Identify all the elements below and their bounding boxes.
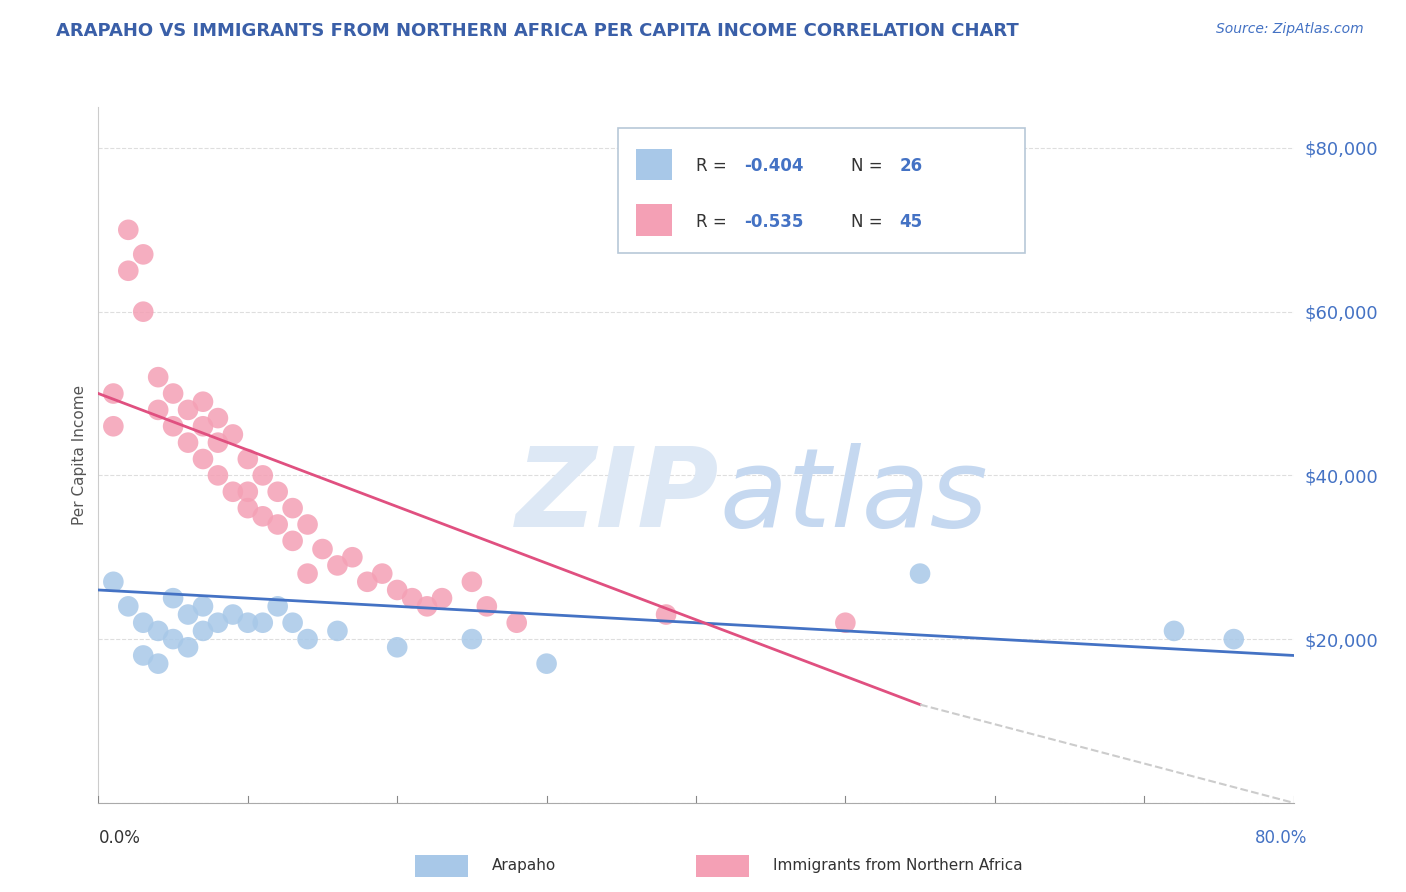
Point [191, 452, 214, 467]
Point [132, 648, 155, 663]
Point [385, 582, 409, 597]
Point [117, 223, 139, 237]
Point [536, 657, 558, 671]
Point [401, 591, 423, 606]
Point [162, 632, 184, 646]
Point [207, 468, 229, 483]
Point [236, 501, 259, 516]
Point [252, 615, 274, 630]
Y-axis label: Per Capita Income: Per Capita Income [72, 384, 87, 525]
Point [834, 615, 856, 630]
Point [207, 411, 229, 425]
Point [103, 386, 125, 401]
Text: ARAPAHO VS IMMIGRANTS FROM NORTHERN AFRICA PER CAPITA INCOME CORRELATION CHART: ARAPAHO VS IMMIGRANTS FROM NORTHERN AFRI… [56, 22, 1019, 40]
Point [326, 624, 349, 638]
Text: -0.535: -0.535 [744, 213, 803, 231]
FancyBboxPatch shape [636, 149, 672, 180]
Point [1223, 632, 1246, 646]
Text: ZIP: ZIP [516, 443, 720, 550]
Point [1163, 624, 1185, 638]
Point [236, 452, 259, 467]
Point [117, 599, 139, 614]
Point [207, 435, 229, 450]
Point [236, 615, 259, 630]
Point [132, 615, 155, 630]
Point [103, 574, 125, 589]
Point [207, 615, 229, 630]
Point [132, 247, 155, 261]
Point [117, 264, 139, 278]
Point [177, 607, 200, 622]
Point [267, 599, 290, 614]
Point [148, 624, 170, 638]
Point [252, 509, 274, 524]
Point [281, 533, 304, 548]
Text: 0.0%: 0.0% [98, 829, 141, 847]
Point [385, 640, 409, 655]
Text: Arapaho: Arapaho [492, 858, 557, 872]
Text: R =: R = [696, 213, 733, 231]
Point [191, 394, 214, 409]
Text: Immigrants from Northern Africa: Immigrants from Northern Africa [773, 858, 1024, 872]
Point [908, 566, 931, 581]
Point [416, 599, 439, 614]
Point [267, 484, 290, 499]
FancyBboxPatch shape [636, 204, 672, 235]
Point [148, 657, 170, 671]
Point [326, 558, 349, 573]
Point [430, 591, 453, 606]
Point [311, 542, 333, 557]
Point [177, 435, 200, 450]
Point [191, 419, 214, 434]
Point [148, 370, 170, 384]
Point [162, 386, 184, 401]
Point [342, 550, 364, 565]
Point [475, 599, 498, 614]
Point [267, 517, 290, 532]
Point [162, 591, 184, 606]
Point [297, 632, 319, 646]
FancyBboxPatch shape [619, 128, 1025, 253]
Text: 26: 26 [900, 157, 922, 175]
Point [281, 615, 304, 630]
Text: -0.404: -0.404 [744, 157, 803, 175]
Point [191, 599, 214, 614]
Point [162, 419, 184, 434]
Text: Source: ZipAtlas.com: Source: ZipAtlas.com [1216, 22, 1364, 37]
Point [252, 468, 274, 483]
Point [236, 484, 259, 499]
Text: 80.0%: 80.0% [1256, 829, 1308, 847]
Text: atlas: atlas [720, 443, 988, 550]
Point [222, 607, 245, 622]
Point [222, 427, 245, 442]
Point [191, 624, 214, 638]
Point [281, 501, 304, 516]
Point [177, 640, 200, 655]
Point [132, 304, 155, 318]
Point [148, 403, 170, 417]
Point [506, 615, 529, 630]
Text: N =: N = [851, 213, 889, 231]
Point [655, 607, 678, 622]
Text: R =: R = [696, 157, 733, 175]
Point [356, 574, 378, 589]
Point [177, 403, 200, 417]
Point [222, 484, 245, 499]
Text: N =: N = [851, 157, 889, 175]
Point [461, 574, 484, 589]
Point [371, 566, 394, 581]
Point [297, 517, 319, 532]
Point [461, 632, 484, 646]
Text: 45: 45 [900, 213, 922, 231]
Point [103, 419, 125, 434]
Point [297, 566, 319, 581]
